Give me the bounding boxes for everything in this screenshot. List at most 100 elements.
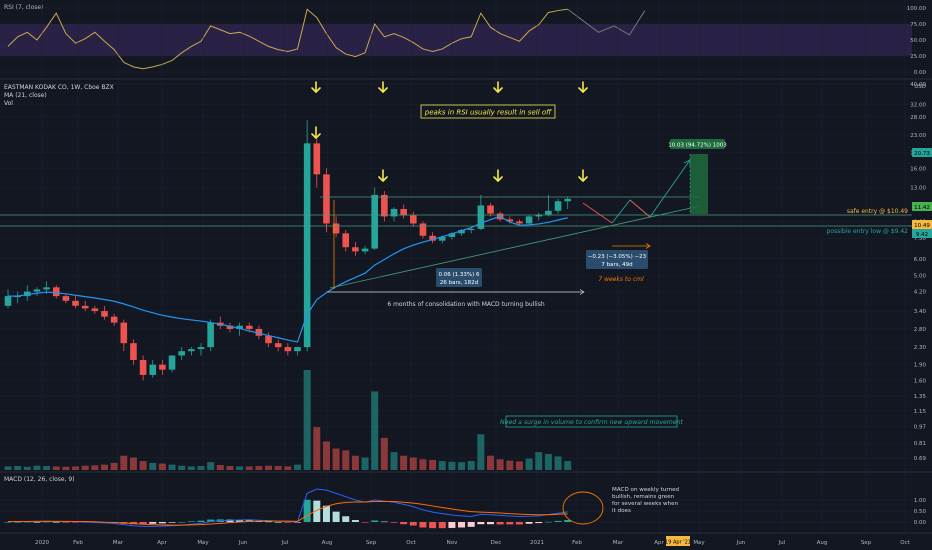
time-tick-label: Dec <box>491 540 502 546</box>
macd-histogram-bar <box>62 522 70 523</box>
volume-bar <box>564 461 572 470</box>
candle-body <box>313 143 321 175</box>
volume-bar <box>448 461 456 470</box>
candle-body <box>236 325 243 329</box>
volume-bar <box>544 453 552 470</box>
candle-body <box>545 210 552 215</box>
consolidation-note: 6 months of consolidation with MACD turn… <box>387 301 544 308</box>
volume-bar <box>332 448 340 470</box>
candle-body <box>448 233 456 237</box>
volume-bar <box>322 441 330 470</box>
macd-histogram-bar <box>342 516 350 522</box>
macd-histogram-bar <box>294 522 301 523</box>
target-label: 10.03 (94.72%) 1003 <box>668 143 727 149</box>
price-tick-label: 4.20 <box>914 290 927 296</box>
price-tick-label: 5.00 <box>914 274 927 280</box>
time-tick-label: Apr <box>654 540 664 546</box>
macd-axis: 1.00 0.50 0.00 <box>914 498 927 526</box>
candle-body <box>72 300 79 306</box>
arrow-down-icon <box>493 81 503 93</box>
volume-bar <box>477 434 485 470</box>
volume-bar <box>429 460 437 470</box>
volume-bars <box>4 370 572 470</box>
candle-body <box>188 349 195 352</box>
volume-bar <box>72 466 80 470</box>
arrow-down-icon <box>311 81 321 93</box>
macd-histogram-bar <box>429 522 437 529</box>
candle-body <box>438 236 446 241</box>
volume-bar <box>120 455 128 470</box>
volume-bar <box>467 461 475 470</box>
macd-histogram-bar <box>14 522 22 523</box>
price-tick-label: 2.30 <box>914 345 927 351</box>
rsi-grid <box>0 7 912 73</box>
rsi-pane[interactable]: RSI (7, close) 100.00 75.00 50.00 25.00 0.00 <box>0 4 926 76</box>
volume-bar <box>43 466 51 470</box>
macd-histogram-bar <box>149 522 157 524</box>
time-tick-label: Feb <box>73 540 83 546</box>
macd-histogram-bar <box>544 521 552 523</box>
volume-bar <box>265 465 273 470</box>
candle-body <box>110 316 118 323</box>
candle-body <box>516 221 523 224</box>
macd-tick-label: 0.50 <box>914 509 927 515</box>
candle-body <box>535 214 543 217</box>
volume-bar <box>14 466 22 470</box>
volume-bar <box>168 464 176 470</box>
rsi-projection-line <box>567 8 646 36</box>
price-tick-label: 7.50 <box>914 236 927 242</box>
macd-note-line-1: MACD on weekly turned <box>612 487 680 493</box>
macd-histogram-bar <box>564 520 572 522</box>
price-tick-label: 1.15 <box>914 409 927 415</box>
date-tag: 19 Apr '21 <box>665 536 691 546</box>
rsi-line <box>7 8 568 70</box>
price-tick-label: 3.40 <box>914 309 927 315</box>
candle-body <box>303 143 311 348</box>
rsi-note-box: peaks in RSI usually result in sell off <box>420 104 556 119</box>
rsi-tick-label: 50.00 <box>910 38 926 44</box>
price-tag-mid2: 10.49 <box>914 223 930 229</box>
volume-bar <box>139 461 147 470</box>
time-tick-label: May <box>197 540 209 546</box>
currency-label: USD <box>914 84 926 90</box>
time-tick-label: May <box>693 540 705 546</box>
macd-histogram-bar <box>554 520 562 522</box>
price-tick-label: 0.97 <box>914 425 927 431</box>
macd-histogram-bar <box>400 522 408 525</box>
price-tag-upper: 20.73 <box>914 151 930 157</box>
macd-histogram-bar <box>380 521 388 523</box>
macd-histogram-bar <box>496 522 504 525</box>
candle-body <box>381 194 388 217</box>
rsi-axis: 100.00 75.00 50.00 25.00 0.00 <box>907 6 927 76</box>
price-pane[interactable]: EASTMAN KODAK CO, 1W, Cboe BZX MA (21, c… <box>0 0 932 533</box>
volume-bar <box>207 462 215 470</box>
macd-note-line-4: it does <box>612 508 631 514</box>
time-tick-label: Mar <box>113 540 124 546</box>
volume-bar <box>409 457 417 470</box>
volume-bar <box>129 457 137 470</box>
macd-tick-label: 1.00 <box>914 498 927 504</box>
candle-body <box>506 219 514 222</box>
macd-histogram-bar <box>187 521 195 522</box>
candle-body <box>284 347 292 352</box>
possible-entry-label: possible entry low @ $9.42 <box>827 228 909 235</box>
macd-histogram-bar <box>467 522 475 527</box>
volume-bar <box>101 464 108 470</box>
macd-histogram-bar <box>23 521 31 523</box>
volume-bar <box>149 462 157 470</box>
macd-histogram-bar <box>477 522 485 525</box>
trendline <box>329 205 701 289</box>
candle-body <box>410 215 417 224</box>
candle-body <box>52 287 60 297</box>
volume-bar <box>245 466 253 470</box>
price-tick-label: 1.90 <box>914 363 927 369</box>
volume-bar <box>515 461 523 470</box>
volume-bar <box>438 461 446 470</box>
candle-body <box>477 205 485 229</box>
consolidation-arrow: 6 months of consolidation with MACD turn… <box>327 200 585 308</box>
candle-body <box>352 247 359 252</box>
macd-histogram-bar <box>535 522 543 524</box>
candle-body <box>120 322 128 344</box>
macd-pane[interactable]: MACD (12, 26, close, 9) MACD on weekly t… <box>0 476 927 529</box>
